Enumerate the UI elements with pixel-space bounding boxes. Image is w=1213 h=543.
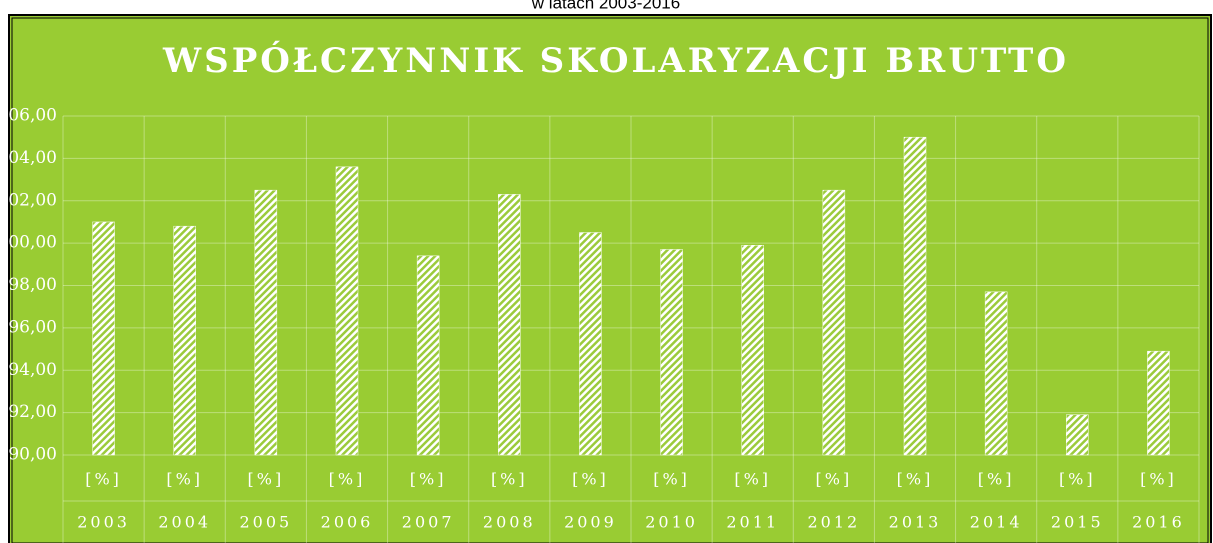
bar — [741, 244, 764, 456]
x-tick-unit: [%] — [410, 470, 447, 489]
x-tick-label: 2009 — [564, 513, 617, 532]
x-tick-unit: [%] — [329, 470, 366, 489]
y-tick-label: 90,00 — [8, 445, 57, 465]
bar — [903, 136, 927, 456]
y-tick-label: 94,00 — [8, 360, 57, 380]
x-tick-label: 2013 — [889, 513, 942, 532]
bar — [92, 221, 115, 456]
x-tick-unit: [%] — [897, 470, 934, 489]
x-tick-label: 2006 — [321, 513, 374, 532]
bar — [416, 255, 440, 456]
x-tick-label: 2012 — [807, 513, 860, 532]
y-tick-label: 98,00 — [8, 275, 57, 295]
y-tick-label: 92,00 — [8, 402, 57, 422]
x-tick-unit: [%] — [85, 470, 122, 489]
x-tick-unit: [%] — [248, 470, 285, 489]
x-tick-unit: [%] — [572, 470, 609, 489]
x-tick-unit: [%] — [816, 470, 853, 489]
y-tick-label: 106,00 — [0, 106, 57, 126]
bar — [579, 232, 602, 456]
x-tick-label: 2010 — [645, 513, 698, 532]
x-tick-label: 2007 — [402, 513, 455, 532]
x-tick-unit: [%] — [491, 470, 528, 489]
x-tick-unit: [%] — [978, 470, 1015, 489]
chart-frame — [11, 17, 1209, 543]
chart-area — [8, 14, 1212, 543]
x-tick-label: 2008 — [483, 513, 536, 532]
bar — [1066, 414, 1089, 456]
x-tick-label: 2005 — [239, 513, 292, 532]
y-tick-label: 96,00 — [8, 317, 57, 337]
caption: w latach 2003-2016 — [531, 0, 680, 12]
y-tick-label: 104,00 — [0, 148, 57, 168]
bar — [660, 249, 683, 456]
bar — [1147, 350, 1170, 456]
x-tick-label: 2016 — [1132, 513, 1185, 532]
x-tick-label: 2014 — [970, 513, 1023, 532]
x-tick-unit: [%] — [1140, 470, 1177, 489]
x-tick-label: 2015 — [1051, 513, 1104, 532]
x-tick-label: 2011 — [726, 513, 779, 532]
x-tick-unit: [%] — [166, 470, 203, 489]
bar — [984, 291, 1008, 456]
x-tick-label: 2004 — [158, 513, 211, 532]
y-tick-label: 102,00 — [0, 190, 57, 210]
x-tick-unit: [%] — [653, 470, 690, 489]
bar — [335, 166, 359, 456]
x-tick-label: 2003 — [77, 513, 130, 532]
bar — [254, 189, 278, 456]
x-tick-unit: [%] — [1059, 470, 1096, 489]
y-tick-label: 100,00 — [0, 233, 57, 253]
bar — [173, 225, 196, 456]
chart-title: WSPÓŁCZYNNIK SKOLARYZACJI BRUTTO — [162, 40, 1069, 81]
bar — [498, 194, 521, 456]
x-tick-unit: [%] — [734, 470, 771, 489]
bar — [822, 189, 846, 456]
